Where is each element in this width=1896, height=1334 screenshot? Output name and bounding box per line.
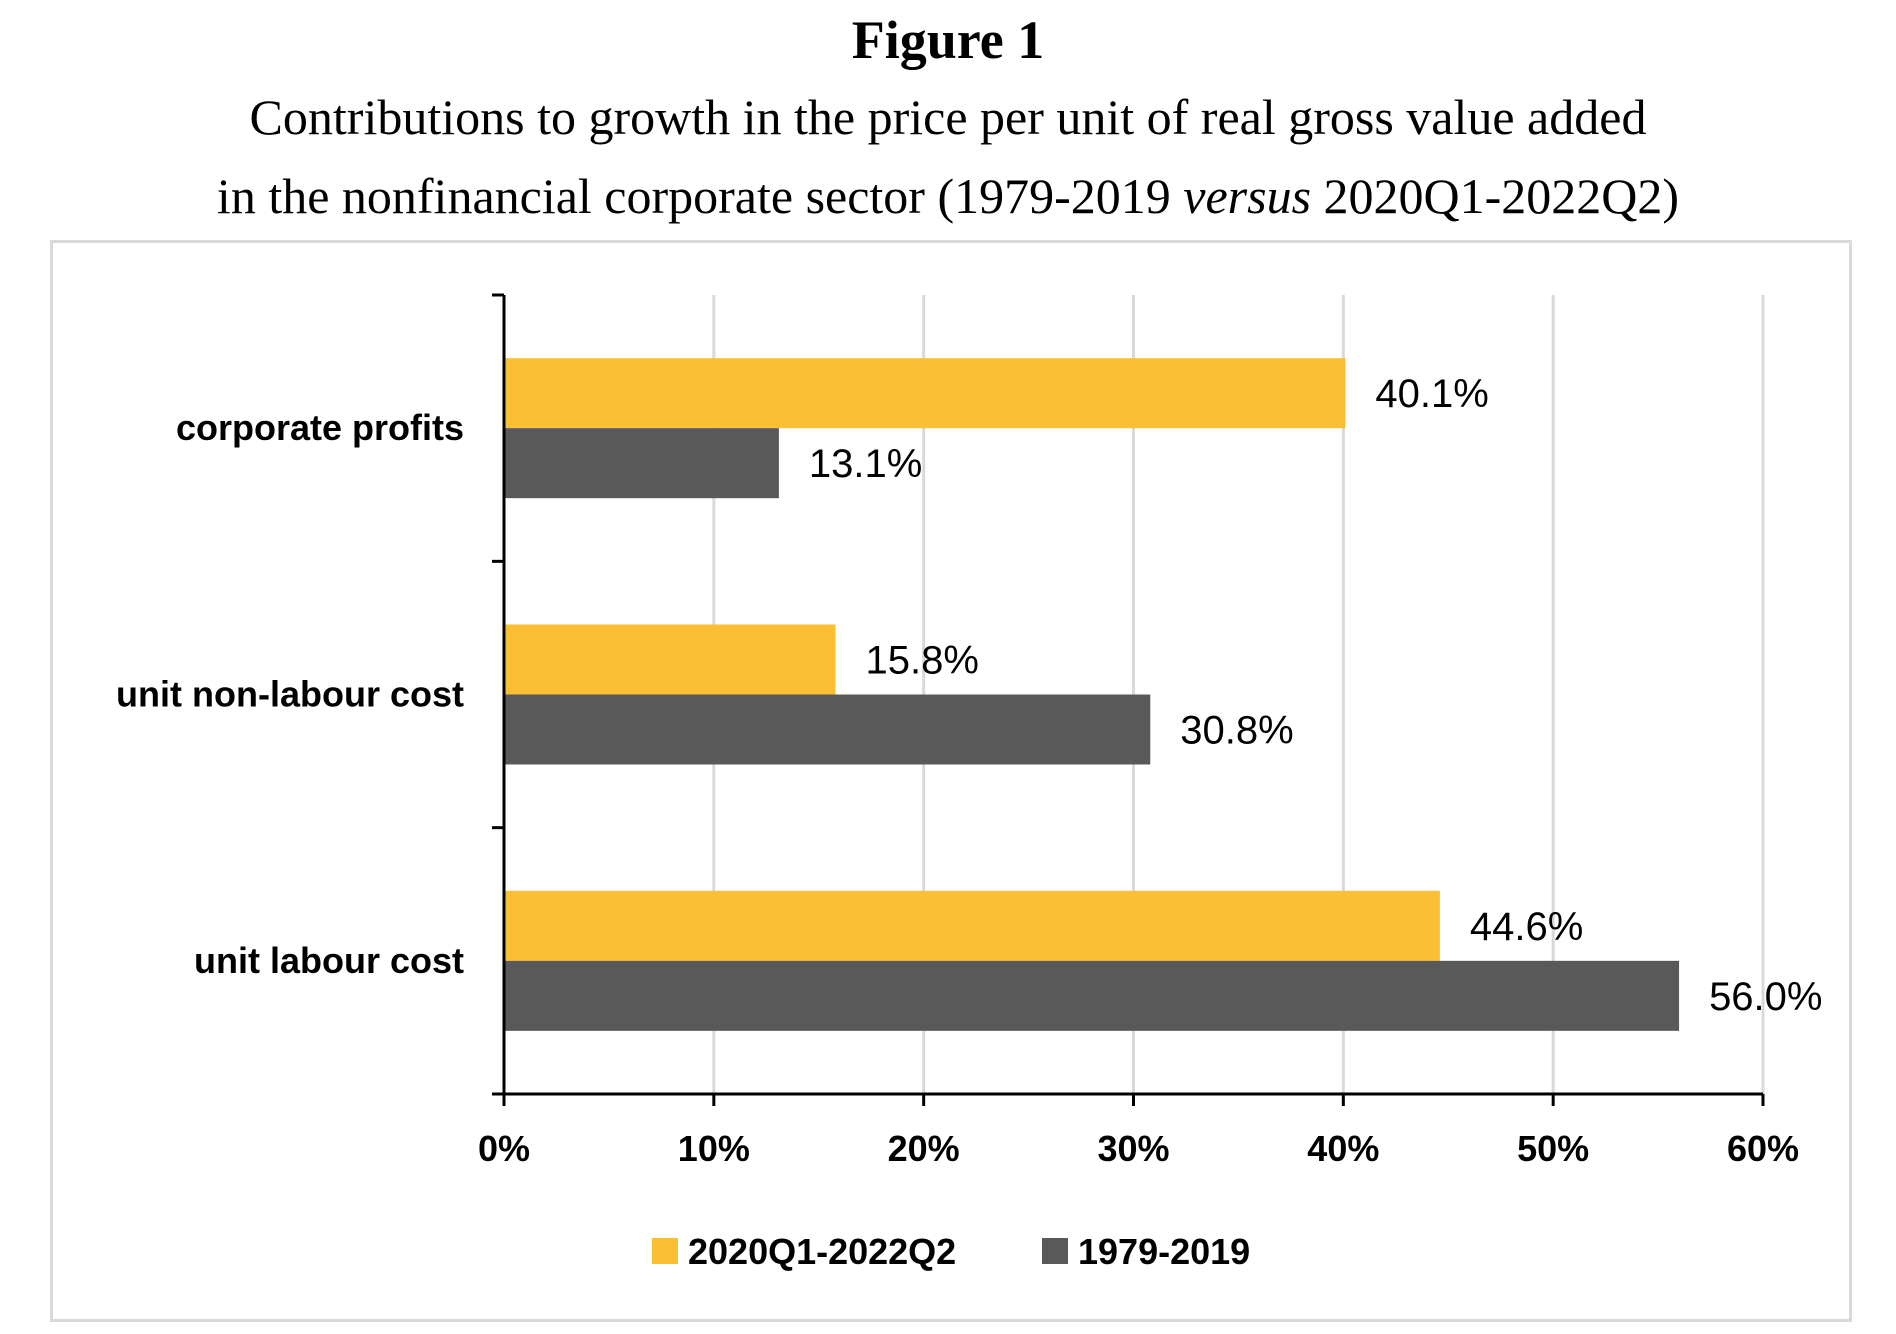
bar <box>505 960 1680 1031</box>
data-label: 15.8% <box>866 639 979 683</box>
title-line-2-end: 2020Q1-2022Q2) <box>1311 168 1680 224</box>
x-tick-label: 30% <box>1097 1128 1169 1169</box>
chart-title-line-2: in the nonfinancial corporate sector (19… <box>0 165 1896 227</box>
data-label: 40.1% <box>1375 372 1488 416</box>
bars <box>505 358 1680 1031</box>
x-tick-label: 50% <box>1517 1128 1589 1169</box>
title-line-2-italic: versus <box>1183 168 1312 224</box>
bar <box>505 358 1346 429</box>
legend-label: 2020Q1-2022Q2 <box>688 1231 956 1272</box>
title-line-2-start: in the nonfinancial corporate sector (19… <box>216 168 1184 224</box>
bar <box>505 694 1151 765</box>
chart-title-line-1: Contributions to growth in the price per… <box>249 89 1647 145</box>
x-tick-label: 10% <box>678 1128 750 1169</box>
axes: 0% 10% 20% 30% 40% 50% 60% <box>478 293 1799 1169</box>
x-tick-label: 0% <box>478 1128 530 1169</box>
legend-swatch <box>652 1238 678 1264</box>
data-label: 13.1% <box>809 442 922 486</box>
legend-swatch <box>1042 1238 1068 1264</box>
bar <box>505 428 779 499</box>
figure-label: Figure 1 <box>851 10 1045 70</box>
category-label: unit non-labour cost <box>116 674 464 715</box>
category-label: unit labour cost <box>194 940 464 981</box>
x-tick-label: 20% <box>888 1128 960 1169</box>
data-label: 56.0% <box>1709 975 1822 1019</box>
x-tick-label: 60% <box>1727 1128 1799 1169</box>
labels: corporate profits 40.1% 13.1% unit non-labo… <box>116 372 1822 1019</box>
x-tick-label: 40% <box>1307 1128 1379 1169</box>
bar <box>505 890 1440 961</box>
data-label: 44.6% <box>1470 905 1583 949</box>
legend-label: 1979-2019 <box>1078 1231 1250 1272</box>
bar <box>505 624 836 695</box>
legend: 2020Q1-2022Q2 1979-2019 <box>652 1231 1250 1272</box>
data-label: 30.8% <box>1180 709 1293 753</box>
category-label: corporate profits <box>176 407 464 448</box>
